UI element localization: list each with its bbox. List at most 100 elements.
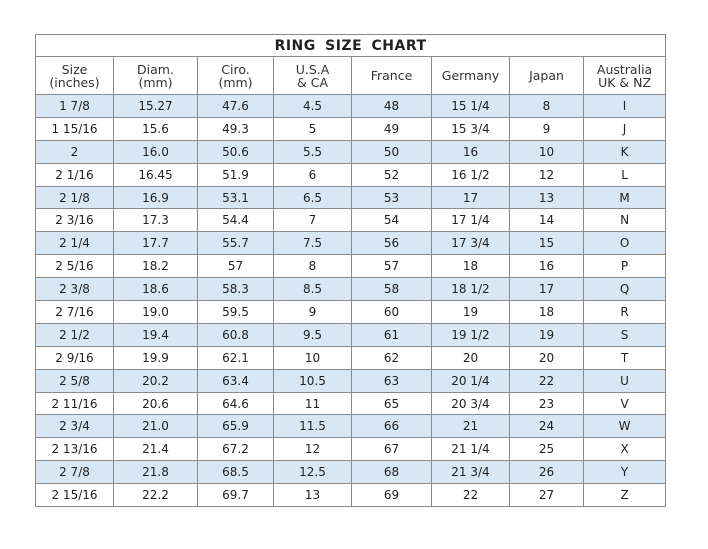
cell-circumference-mm: 60.8: [197, 322, 274, 347]
table-row: 2 9/16 19.9 62.1 10 62 20 20 T: [35, 345, 667, 370]
header-text: Germany: [441, 68, 500, 83]
header-text: Diam.: [137, 61, 174, 77]
cell-germany: 19 1/2: [431, 322, 510, 347]
cell-circumference-mm: 65.9: [197, 414, 274, 439]
cell-circumference-mm: 63.4: [197, 368, 274, 393]
cell-japan: 13: [509, 185, 584, 210]
table-row: 2 1/2 19.4 60.8 9.5 61 19 1/2 19 S: [35, 322, 667, 347]
cell-size-inches: 2 3/4: [35, 414, 114, 439]
cell-germany: 18: [431, 254, 510, 279]
table-row: 2 5/8 20.2 63.4 10.5 63 20 1/4 22 U: [35, 368, 667, 393]
cell-circumference-mm: 68.5: [197, 460, 274, 485]
cell-australia-uk-nz: X: [582, 437, 667, 462]
cell-size-inches: 2 3/8: [35, 277, 114, 302]
cell-usa-ca: 7: [273, 208, 352, 233]
cell-size-inches: 2 5/8: [35, 368, 114, 393]
header-text: Ciro.: [221, 61, 250, 77]
cell-usa-ca: 6.5: [273, 185, 352, 210]
cell-germany: 21 3/4: [431, 460, 510, 485]
cell-australia-uk-nz: Q: [582, 277, 667, 302]
cell-japan: 18: [509, 300, 584, 324]
cell-usa-ca: 9.5: [273, 322, 352, 347]
cell-australia-uk-nz: Z: [582, 483, 667, 508]
cell-france: 68: [351, 460, 432, 485]
cell-size-inches: 2 15/16: [35, 483, 114, 508]
cell-japan: 22: [509, 368, 584, 393]
cell-australia-uk-nz: Y: [582, 460, 667, 485]
cell-france: 66: [351, 414, 432, 439]
cell-diameter-mm: 19.9: [113, 345, 198, 370]
cell-japan: 19: [509, 322, 584, 347]
cell-france: 53: [351, 185, 432, 210]
cell-france: 69: [351, 483, 432, 508]
cell-circumference-mm: 54.4: [197, 208, 274, 233]
cell-diameter-mm: 16.0: [113, 139, 198, 164]
cell-circumference-mm: 69.7: [197, 483, 274, 508]
cell-size-inches: 2: [35, 139, 114, 164]
chart-title: RING SIZE CHART: [34, 34, 667, 57]
cell-australia-uk-nz: J: [582, 116, 667, 141]
cell-size-inches: 2 1/8: [35, 185, 114, 210]
cell-usa-ca: 9: [273, 300, 352, 324]
table-row: 2 1/4 17.7 55.7 7.5 56 17 3/4 15 O: [35, 231, 667, 256]
cell-usa-ca: 8: [273, 254, 352, 279]
cell-japan: 24: [509, 414, 584, 439]
cell-circumference-mm: 50.6: [197, 139, 274, 164]
header-australia-uk-nz: Australia UK & NZ: [582, 56, 667, 95]
header-france: France: [351, 56, 432, 95]
header-text: France: [370, 68, 413, 83]
cell-usa-ca: 11: [273, 391, 352, 416]
cell-usa-ca: 11.5: [273, 414, 352, 439]
cell-australia-uk-nz: L: [582, 162, 667, 187]
cell-size-inches: 2 11/16: [35, 391, 114, 416]
cell-diameter-mm: 22.2: [113, 483, 198, 508]
cell-japan: 27: [509, 483, 584, 508]
table-row: 2 7/8 21.8 68.5 12.5 68 21 3/4 26 Y: [35, 460, 667, 485]
cell-germany: 21: [431, 414, 510, 439]
cell-diameter-mm: 16.9: [113, 185, 198, 210]
cell-australia-uk-nz: T: [582, 345, 667, 370]
cell-size-inches: 2 1/2: [35, 322, 114, 347]
header-text: (mm): [138, 74, 173, 90]
cell-france: 61: [351, 322, 432, 347]
cell-france: 58: [351, 277, 432, 302]
cell-japan: 26: [509, 460, 584, 485]
cell-japan: 20: [509, 345, 584, 370]
cell-diameter-mm: 18.2: [113, 254, 198, 279]
table-row: 1 15/16 15.6 49.3 5 49 15 3/4 9 J: [35, 116, 667, 141]
cell-australia-uk-nz: M: [582, 185, 667, 210]
cell-japan: 10: [509, 139, 584, 164]
header-circumference-mm: Ciro. (mm): [197, 56, 274, 95]
cell-france: 60: [351, 300, 432, 324]
cell-france: 65: [351, 391, 432, 416]
cell-germany: 16 1/2: [431, 162, 510, 187]
cell-diameter-mm: 21.4: [113, 437, 198, 462]
header-usa-ca: U.S.A & CA: [273, 56, 352, 95]
cell-germany: 15 1/4: [431, 94, 510, 118]
cell-australia-uk-nz: W: [582, 414, 667, 439]
header-text: Japan: [529, 68, 564, 83]
cell-usa-ca: 10.5: [273, 368, 352, 393]
cell-usa-ca: 4.5: [273, 94, 352, 118]
table-row: 2 3/16 17.3 54.4 7 54 17 1/4 14 N: [35, 208, 667, 233]
cell-australia-uk-nz: S: [582, 322, 667, 347]
table-row: 2 1/8 16.9 53.1 6.5 53 17 13 M: [35, 185, 667, 210]
table-row: 2 15/16 22.2 69.7 13 69 22 27 Z: [35, 483, 667, 508]
cell-circumference-mm: 53.1: [197, 185, 274, 210]
cell-circumference-mm: 47.6: [197, 94, 274, 118]
cell-japan: 16: [509, 254, 584, 279]
cell-usa-ca: 6: [273, 162, 352, 187]
cell-diameter-mm: 21.0: [113, 414, 198, 439]
cell-size-inches: 2 1/16: [35, 162, 114, 187]
table-row: 2 1/16 16.45 51.9 6 52 16 1/2 12 L: [35, 162, 667, 187]
cell-diameter-mm: 17.7: [113, 231, 198, 256]
cell-germany: 18 1/2: [431, 277, 510, 302]
cell-japan: 17: [509, 277, 584, 302]
cell-circumference-mm: 55.7: [197, 231, 274, 256]
cell-circumference-mm: 51.9: [197, 162, 274, 187]
cell-france: 50: [351, 139, 432, 164]
cell-usa-ca: 5: [273, 116, 352, 141]
cell-usa-ca: 12: [273, 437, 352, 462]
header-row: Size (inches) Diam. (mm) Ciro. (mm) U.S.A & CA F…: [35, 56, 667, 95]
cell-circumference-mm: 49.3: [197, 116, 274, 141]
